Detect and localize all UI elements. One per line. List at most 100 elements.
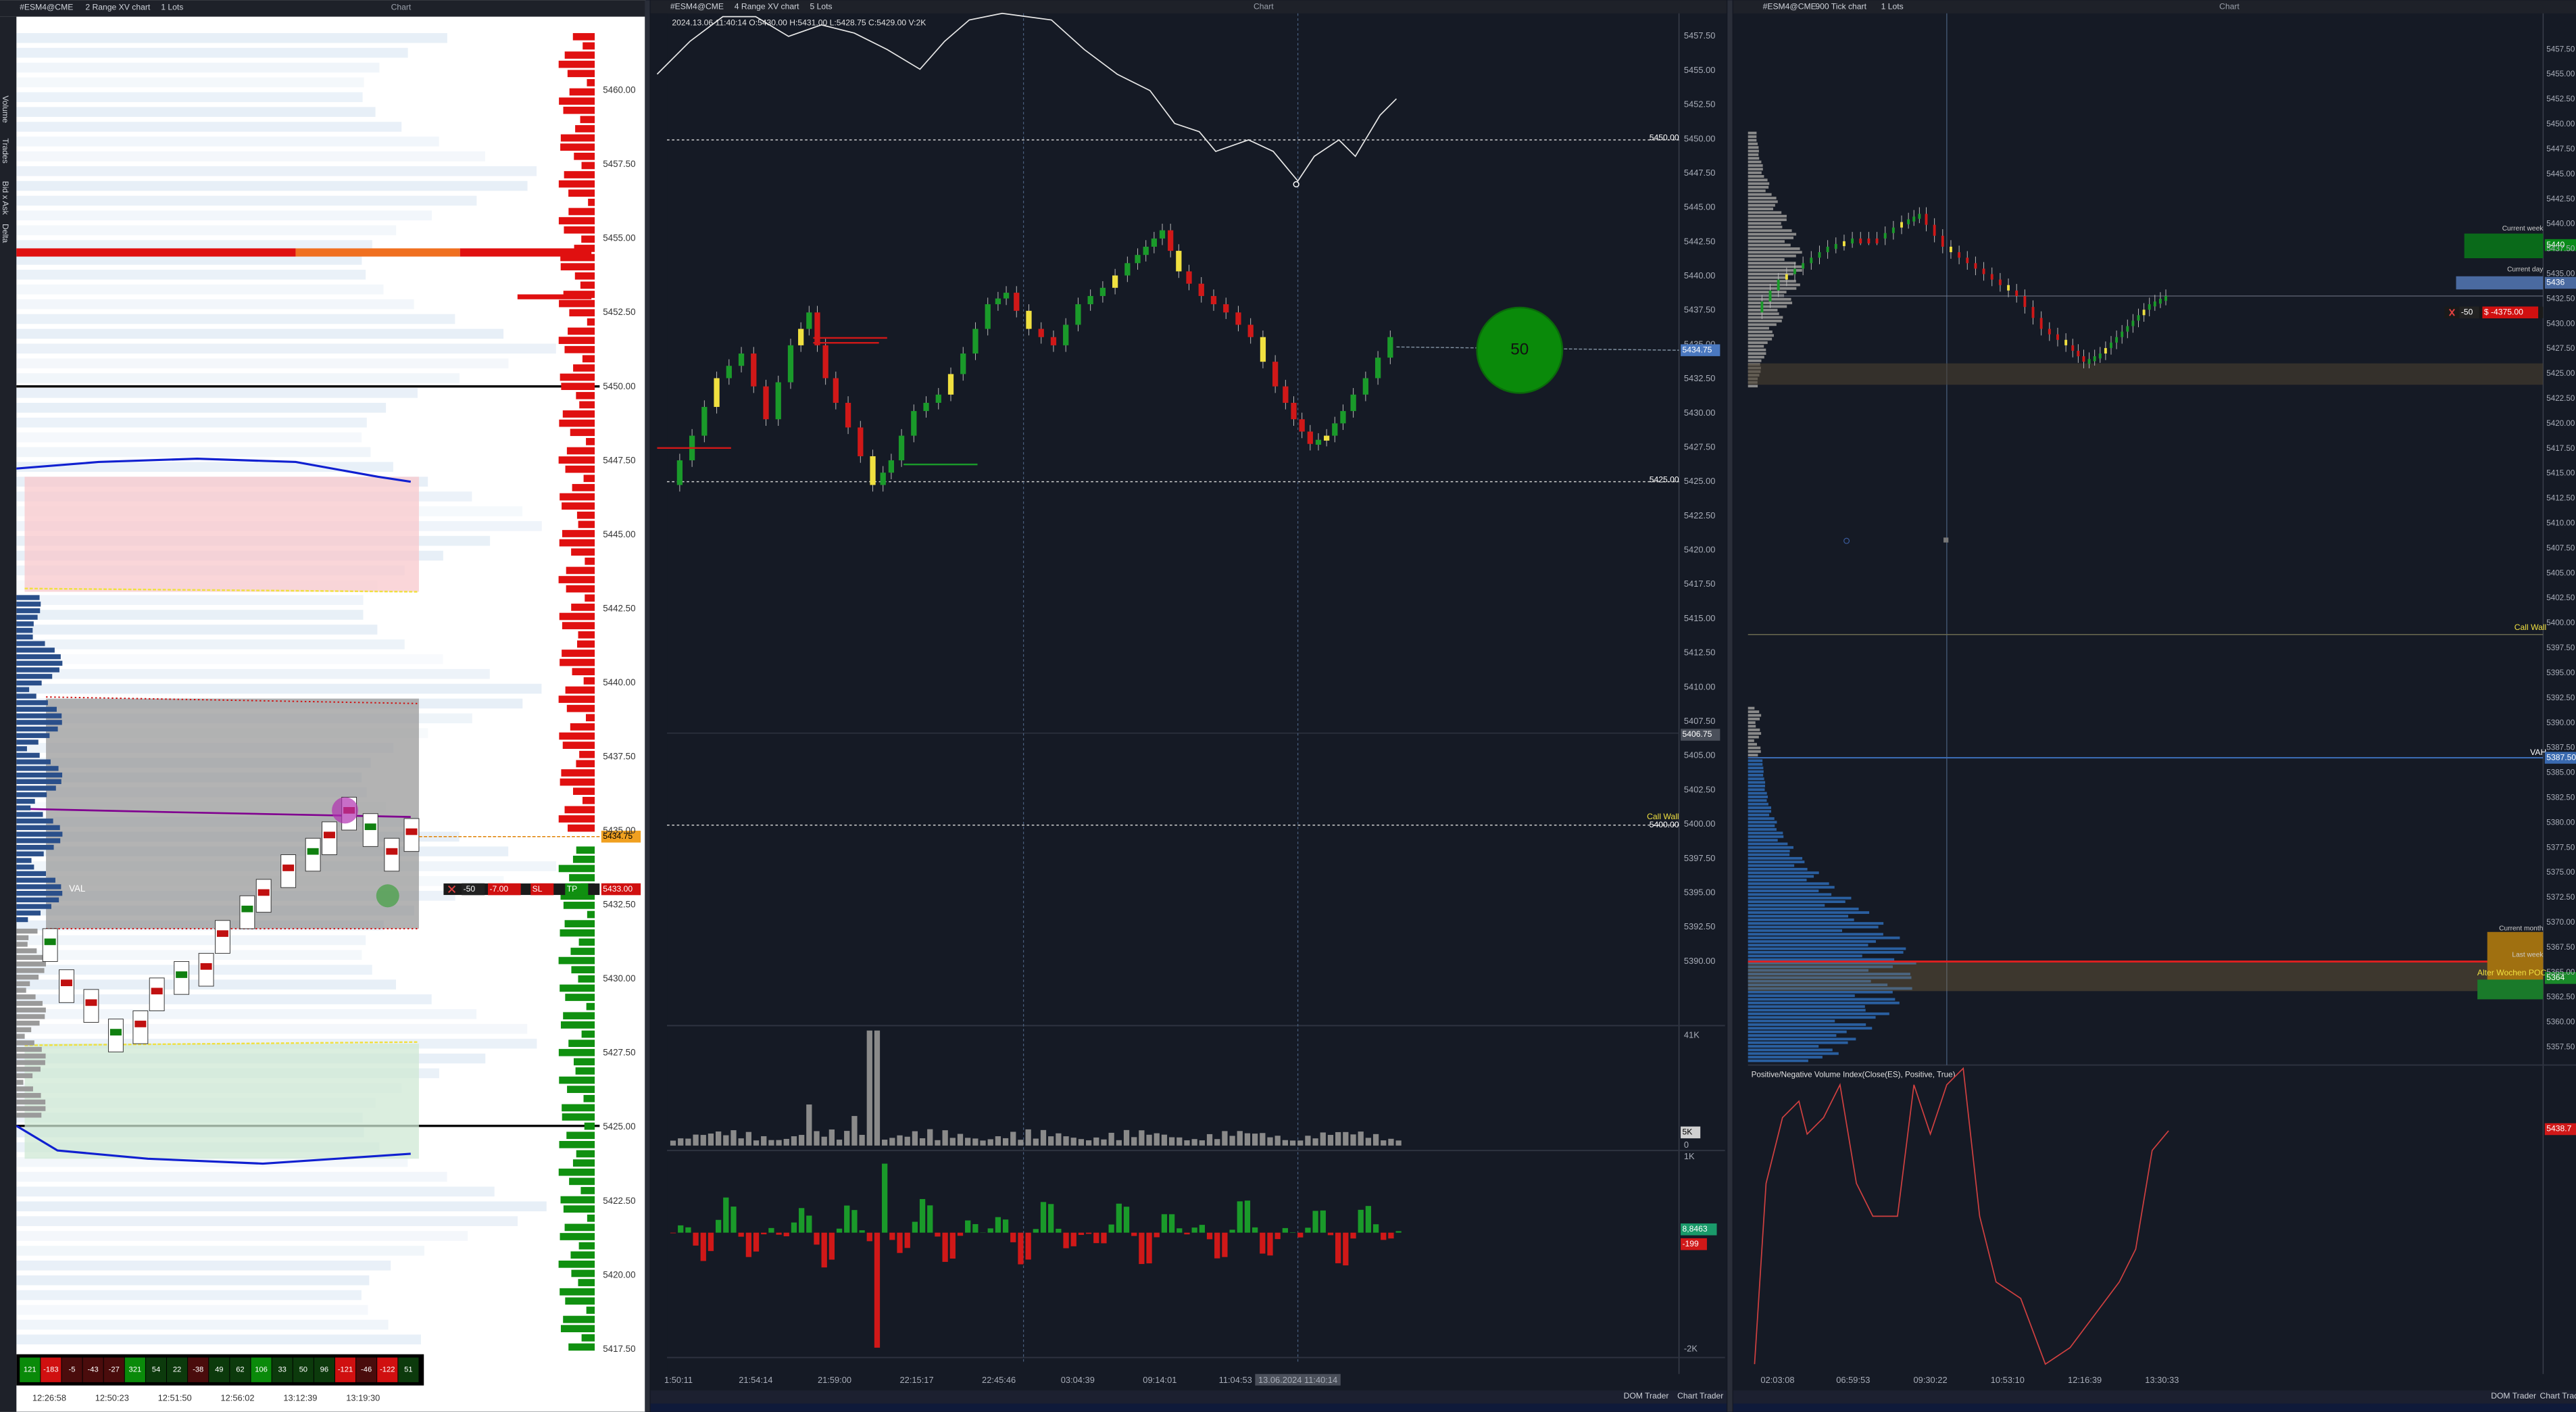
volume-profile-bar: [16, 602, 41, 607]
volume-bar: [935, 1140, 941, 1146]
footprint-cell: [134, 1021, 147, 1027]
footer-button[interactable]: DOM Trader: [1624, 1391, 1669, 1401]
footer-button[interactable]: Chart Trader: [1677, 1391, 1723, 1401]
volume-profile-bar: [1748, 911, 1870, 915]
heatmap-row: [16, 151, 485, 162]
volume-profile-bar: [1748, 356, 1764, 359]
heatmap-row: [16, 62, 380, 73]
price-axis-label: 5452.50: [603, 307, 635, 317]
volume-profile-bar: [1748, 976, 1912, 979]
volume-bar: [1206, 1134, 1213, 1146]
delta-bar: [1018, 1232, 1024, 1265]
volume-bar: [1168, 1137, 1175, 1146]
price-axis-label: 5430.00: [2546, 319, 2575, 328]
price-axis-label: 5410.00: [2546, 519, 2575, 528]
delta-bar: [844, 1205, 850, 1233]
volume-profile-bar: [16, 968, 45, 973]
level-label: 5425.00: [1650, 474, 1679, 484]
heatmap-row: [16, 1201, 547, 1212]
window-title: Chart: [391, 2, 412, 11]
price-axis-label: 5440.00: [1684, 270, 1716, 281]
volume-profile-bar: [1748, 839, 1778, 842]
candle: [1374, 358, 1381, 379]
candle: [1362, 378, 1369, 395]
volume-bar: [1289, 1140, 1296, 1146]
candle: [814, 312, 820, 345]
bid-bar: [560, 984, 595, 992]
price-axis-label: 5405.00: [1684, 750, 1716, 760]
candle: [1315, 439, 1322, 445]
volume-bar: [1327, 1135, 1334, 1146]
delta-bar: [995, 1217, 1001, 1233]
volume-profile-bar: [1748, 781, 1766, 784]
volume-profile-bar: [1748, 1019, 1835, 1023]
candle: [1777, 279, 1780, 291]
band-edge: [24, 587, 419, 593]
volume-profile-bar: [1748, 1045, 1819, 1048]
order-price: 5433.00: [603, 884, 633, 894]
bid-bar: [573, 1058, 595, 1066]
delta-cell: [314, 1357, 335, 1382]
volume-profile-bar: [1748, 352, 1766, 355]
volume-bar: [814, 1131, 820, 1146]
delta-bar: [1184, 1232, 1190, 1235]
bid-bar: [581, 1030, 595, 1038]
bid-bar: [578, 1279, 595, 1286]
volume-bar: [836, 1140, 843, 1146]
last-price: 5434.75: [603, 831, 633, 841]
time-label: 12:51:50: [158, 1393, 192, 1403]
annotation: Current day: [2507, 266, 2544, 274]
heatmap-row: [16, 950, 362, 960]
bid-bar: [560, 1021, 595, 1029]
delta-bar: [1063, 1232, 1069, 1248]
bid-bar: [580, 1187, 595, 1194]
volume-profile-bar: [1748, 236, 1794, 239]
delta-axis-label-box: [1681, 1238, 1707, 1250]
footprint-cell: [200, 963, 212, 970]
ask-bar: [564, 51, 595, 59]
ask-bar: [588, 199, 595, 206]
volume-profile-bar: [16, 733, 50, 738]
volume-bar: [1343, 1131, 1349, 1146]
candle: [870, 456, 876, 485]
volume-profile-bar: [1748, 788, 1765, 792]
volume-profile-bar: [1748, 746, 1761, 750]
week-zone: [2464, 233, 2544, 259]
volume-profile-bar: [1748, 168, 1763, 171]
volume-profile-bar: [1748, 799, 1767, 802]
candle: [2082, 356, 2085, 362]
volume-profile-bar: [1748, 853, 1790, 856]
footer-button[interactable]: DOM Trader: [2491, 1391, 2536, 1401]
volume-profile-bar: [1748, 265, 1804, 268]
candle: [726, 366, 732, 379]
volume-profile-bar: [1748, 1016, 1876, 1019]
delta-bar: [828, 1232, 835, 1260]
candle: [1966, 258, 1969, 264]
volume-profile-bar: [1748, 792, 1767, 795]
ask-bar: [580, 116, 595, 124]
candle: [1038, 328, 1044, 337]
ask-bar: [558, 217, 595, 224]
volume-profile-bar: [1748, 962, 1916, 965]
heatmap-row: [16, 965, 372, 975]
volume-bar: [942, 1130, 948, 1146]
ask-bar: [576, 760, 595, 768]
volume-bar: [897, 1135, 903, 1146]
volume-profile-bar: [1748, 1023, 1866, 1026]
delta-value: 106: [255, 1366, 268, 1374]
volume-bar: [1184, 1140, 1190, 1146]
price-axis-label: 5437.50: [2546, 245, 2575, 253]
footer-button[interactable]: Chart Trader: [2540, 1391, 2576, 1401]
instrument: #ESM4@CME: [1763, 1, 1816, 11]
volume-profile-bar: [1748, 222, 1781, 225]
volume-bar: [1010, 1131, 1016, 1146]
heatmap-row: [16, 122, 402, 132]
poc-marker: [376, 884, 399, 908]
volume-bar: [1154, 1133, 1160, 1146]
volume-bar: [1312, 1138, 1318, 1146]
delta-cell: [167, 1357, 188, 1382]
ask-bar: [560, 493, 595, 501]
panel-3: [1733, 0, 2576, 1412]
price-axis-label: 5402.50: [2546, 593, 2575, 602]
